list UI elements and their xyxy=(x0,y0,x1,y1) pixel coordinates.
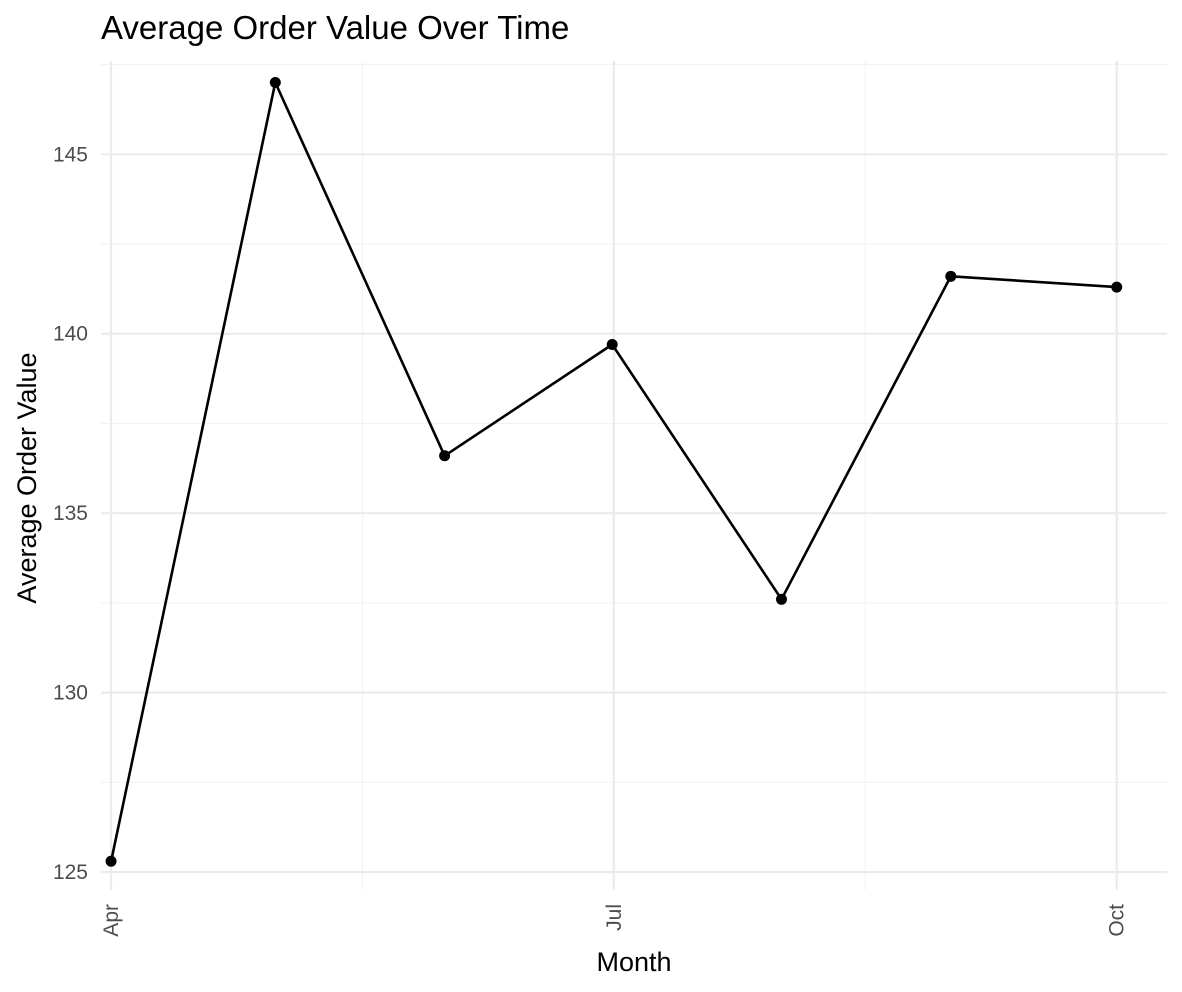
y-tick-label: 145 xyxy=(53,143,88,166)
major-gridlines xyxy=(101,61,1167,890)
data-point xyxy=(269,77,281,89)
data-point xyxy=(1111,281,1123,293)
y-tick-label: 140 xyxy=(53,323,88,346)
data-point xyxy=(105,855,117,867)
x-tick-label: Jul xyxy=(603,904,626,931)
y-tick-label: 130 xyxy=(53,682,88,705)
y-axis-title: Average Order Value xyxy=(12,352,42,603)
x-tick-label: Apr xyxy=(100,904,123,937)
x-tick-labels: Apr Jul Oct xyxy=(100,904,1129,937)
data-point xyxy=(945,270,957,282)
y-tick-label: 135 xyxy=(53,502,88,525)
y-tick-label: 125 xyxy=(53,861,88,884)
series-layer xyxy=(105,77,1123,867)
minor-gridlines xyxy=(101,61,1167,890)
data-point xyxy=(606,339,618,351)
data-point xyxy=(439,450,451,462)
x-axis-title: Month xyxy=(596,947,671,977)
y-tick-labels: 125 130 135 140 145 xyxy=(53,143,88,884)
data-point xyxy=(775,593,787,605)
chart-title: Average Order Value Over Time xyxy=(101,9,569,46)
x-tick-label: Oct xyxy=(1106,904,1129,937)
